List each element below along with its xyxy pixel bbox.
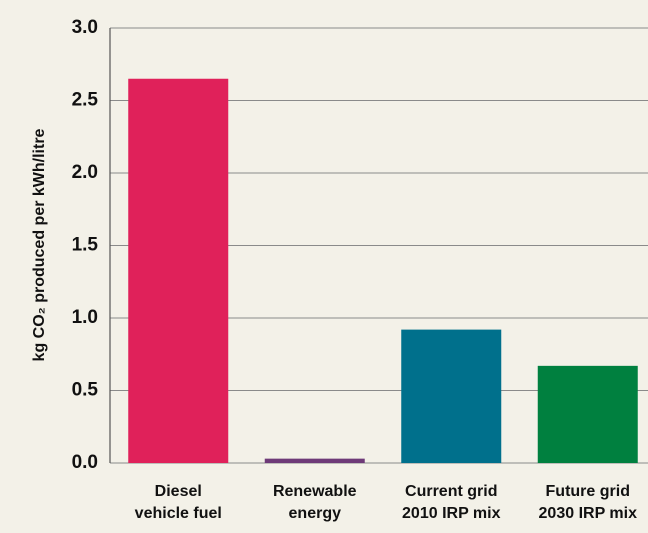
y-tick-label: 3.0	[72, 17, 98, 38]
x-tick-label: energy	[289, 505, 342, 522]
bar	[401, 329, 502, 463]
x-tick-label: Diesel	[155, 483, 202, 500]
y-tick-label: 0.5	[72, 380, 99, 401]
y-tick-label: 2.5	[72, 90, 99, 111]
y-tick-label: 1.0	[72, 307, 98, 328]
x-tick-label: 2010 IRP mix	[402, 505, 501, 522]
bar	[128, 78, 229, 463]
y-tick-label: 1.5	[72, 235, 99, 256]
x-tick-label: 2030 IRP mix	[539, 505, 638, 522]
y-tick-label: 2.0	[72, 162, 98, 183]
x-tick-label: Renewable	[273, 483, 357, 500]
x-tick-label: Future grid	[546, 483, 630, 500]
bar	[264, 458, 365, 463]
y-tick-label: 0.0	[72, 452, 98, 473]
bar	[537, 365, 638, 463]
y-axis-label: kg CO₂ produced per kWh/litre	[31, 128, 48, 361]
x-tick-label: Current grid	[405, 483, 497, 500]
x-tick-label: vehicle fuel	[135, 505, 222, 522]
